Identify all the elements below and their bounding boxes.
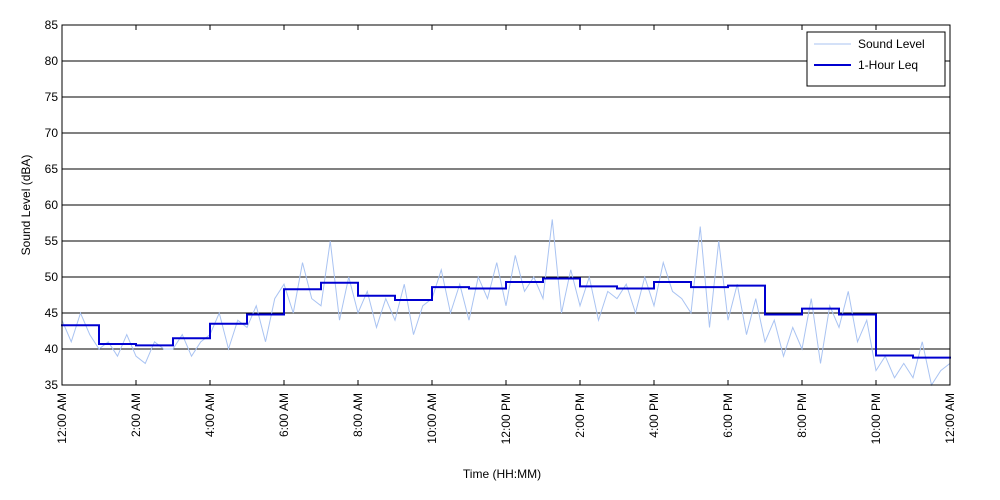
x-tick-label: 8:00 PM: [795, 393, 809, 438]
x-tick-label: 6:00 AM: [277, 393, 291, 437]
y-tick-label: 65: [45, 162, 59, 176]
x-tick-label: 10:00 AM: [425, 393, 439, 444]
y-tick-label: 40: [45, 342, 59, 356]
y-tick-label: 75: [45, 90, 59, 104]
x-tick-label: 4:00 AM: [203, 393, 217, 437]
legend-box: [806, 31, 946, 87]
legend: Sound Level 1-Hour Leq: [806, 31, 946, 87]
y-tick-label: 55: [45, 234, 59, 248]
y-tick-label: 85: [45, 18, 59, 32]
legend-label: 1-Hour Leq: [858, 58, 918, 72]
y-tick-label: 45: [45, 306, 59, 320]
x-tick-label: 10:00 PM: [869, 393, 883, 444]
x-tick-label: 12:00 PM: [499, 393, 513, 444]
y-tick-label: 60: [45, 198, 59, 212]
x-axis-label: Time (HH:MM): [463, 467, 541, 481]
legend-label: Sound Level: [858, 37, 925, 51]
x-tick-label: 4:00 PM: [647, 393, 661, 438]
x-tick-label: 8:00 AM: [351, 393, 365, 437]
y-tick-label: 35: [45, 378, 59, 392]
y-tick-label: 70: [45, 126, 59, 140]
x-tick-label: 12:00 AM: [55, 393, 69, 444]
plot-frame: [61, 24, 951, 386]
x-tick-label: 6:00 PM: [721, 393, 735, 438]
x-tick-label: 2:00 PM: [573, 393, 587, 438]
x-tick-label: 12:00 AM: [943, 393, 957, 444]
y-tick-label: 50: [45, 270, 59, 284]
y-tick-label: 80: [45, 54, 59, 68]
x-tick-label: 2:00 AM: [129, 393, 143, 437]
y-axis-label: Sound Level (dBA): [19, 155, 33, 256]
